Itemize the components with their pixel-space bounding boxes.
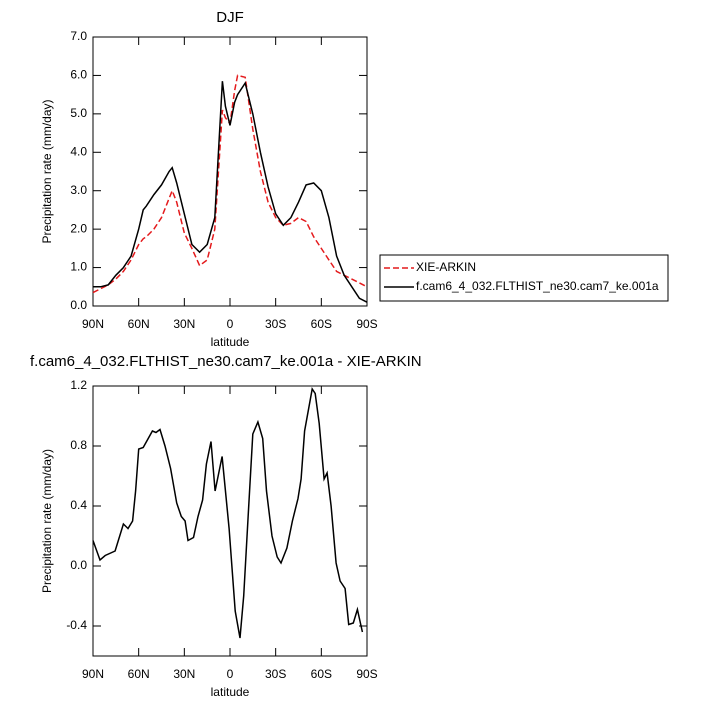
x-tick-label: 30S — [265, 667, 286, 681]
x-tick-label: 0 — [227, 667, 234, 681]
y-tick-label: 0.8 — [70, 438, 87, 452]
y-tick-label: 5.0 — [70, 106, 87, 120]
x-tick-label: 60N — [128, 667, 150, 681]
legend-box — [379, 254, 669, 302]
y-tick-label: -0.4 — [66, 618, 87, 632]
plot-frame — [92, 385, 368, 657]
y-tick-label: 4.0 — [70, 144, 87, 158]
y-tick-label: 0.0 — [70, 558, 87, 572]
y-tick-label: 1.2 — [70, 378, 87, 392]
x-tick-label: 60S — [311, 667, 332, 681]
y-tick-label: 0.4 — [70, 498, 87, 512]
data-line — [93, 81, 368, 303]
y-axis-label: Precipitation rate (mm/day) — [40, 99, 54, 243]
x-tick-label: 90S — [356, 667, 377, 681]
y-tick-label: 2.0 — [70, 221, 87, 235]
plot-frame — [92, 36, 368, 307]
legend-label: XIE-ARKIN — [416, 260, 476, 274]
y-tick-label: 7.0 — [70, 29, 87, 43]
x-tick-label: 90S — [356, 317, 377, 331]
x-tick-label: 30N — [173, 317, 195, 331]
x-tick-label: 0 — [227, 317, 234, 331]
x-axis-label: latitude — [211, 685, 250, 699]
x-tick-label: 30S — [265, 317, 286, 331]
y-tick-label: 0.0 — [70, 298, 87, 312]
y-tick-label: 6.0 — [70, 68, 87, 82]
x-tick-label: 30N — [173, 667, 195, 681]
x-tick-label: 60S — [311, 317, 332, 331]
x-axis-label: latitude — [211, 335, 250, 349]
legend-label: f.cam6_4_032.FLTHIST_ne30.cam7_ke.001a — [416, 279, 659, 293]
x-tick-label: 60N — [128, 317, 150, 331]
data-line — [92, 74, 368, 294]
x-tick-label: 90N — [82, 667, 104, 681]
chart-title: DJF — [216, 9, 244, 26]
data-line — [92, 387, 364, 639]
chart-title: f.cam6_4_032.FLTHIST_ne30.cam7_ke.001a -… — [30, 353, 422, 370]
y-tick-label: 3.0 — [70, 183, 87, 197]
x-tick-label: 90N — [82, 317, 104, 331]
y-axis-label: Precipitation rate (mm/day) — [40, 449, 54, 593]
y-tick-label: 1.0 — [70, 260, 87, 274]
